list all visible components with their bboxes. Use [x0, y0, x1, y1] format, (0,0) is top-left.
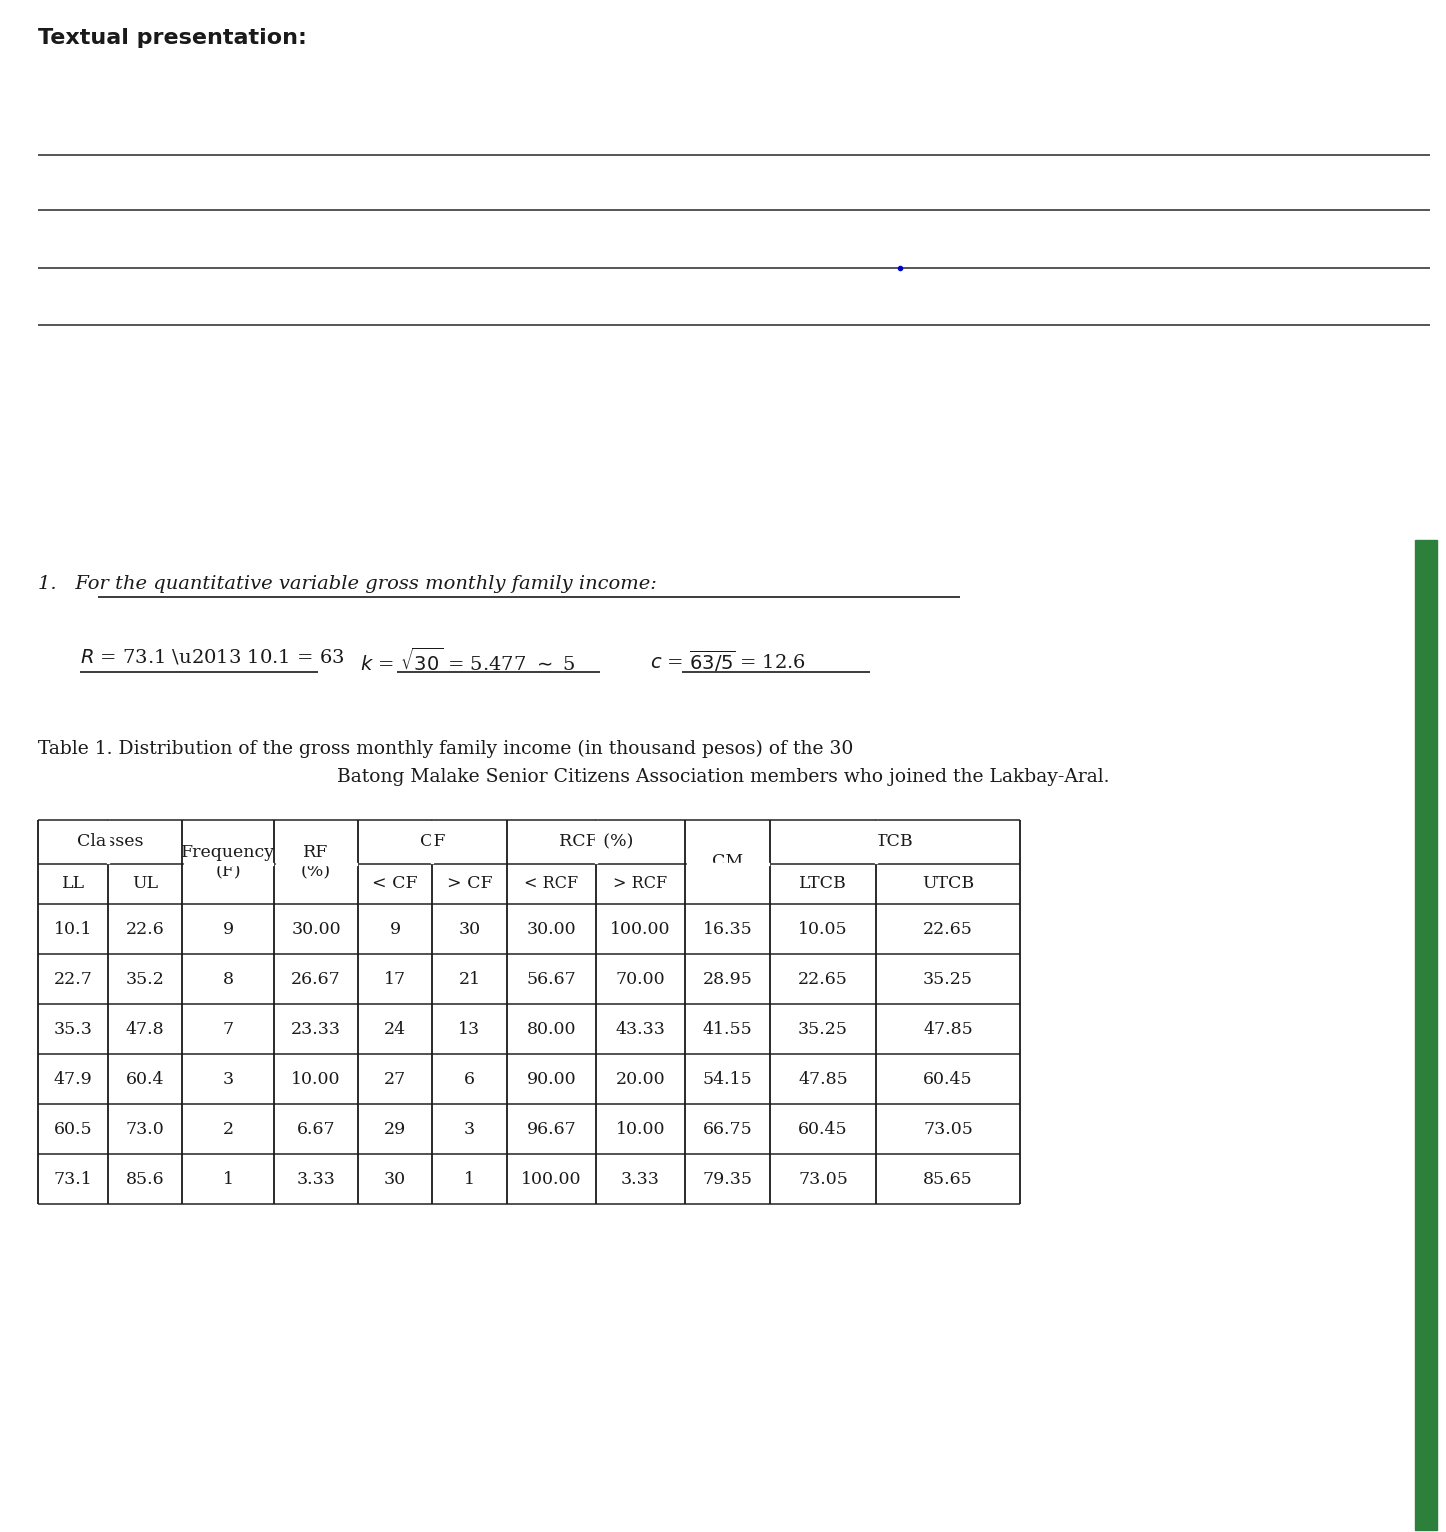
Text: 79.35: 79.35: [703, 1170, 752, 1187]
Text: $R$ = 73.1 \u2013 10.1 = 63: $R$ = 73.1 \u2013 10.1 = 63: [80, 648, 344, 666]
Text: $c$ = $\overline{63/5}$ = 12.6: $c$ = $\overline{63/5}$ = 12.6: [651, 648, 805, 674]
Text: CF: CF: [419, 833, 445, 850]
Text: CM: CM: [711, 853, 743, 870]
Text: 30: 30: [458, 921, 480, 938]
Text: 16.35: 16.35: [703, 921, 752, 938]
Text: 28.95: 28.95: [703, 970, 752, 988]
Text: 73.05: 73.05: [798, 1170, 847, 1187]
Text: 1: 1: [464, 1170, 474, 1187]
Text: 1.   For the quantitative variable gross monthly family income:: 1. For the quantitative variable gross m…: [38, 574, 656, 593]
Text: 2: 2: [223, 1120, 234, 1137]
Text: > CF: > CF: [447, 875, 492, 893]
Text: 13: 13: [458, 1020, 480, 1037]
Text: 30.00: 30.00: [291, 921, 341, 938]
Text: 100.00: 100.00: [521, 1170, 581, 1187]
Text: 35.3: 35.3: [54, 1020, 93, 1037]
Text: 6: 6: [464, 1071, 474, 1088]
Text: 30: 30: [385, 1170, 406, 1187]
Text: 22.65: 22.65: [798, 970, 847, 988]
Text: RF
(%): RF (%): [301, 844, 331, 881]
Text: 10.00: 10.00: [291, 1071, 341, 1088]
Text: 22.65: 22.65: [923, 921, 973, 938]
Text: > RCF: > RCF: [613, 875, 668, 893]
Text: 60.45: 60.45: [798, 1120, 847, 1137]
Text: 47.8: 47.8: [126, 1020, 165, 1037]
Text: 35.25: 35.25: [798, 1020, 847, 1037]
Text: 26.67: 26.67: [291, 970, 341, 988]
Text: 10.1: 10.1: [54, 921, 93, 938]
Text: 9: 9: [389, 921, 401, 938]
Text: Batong Malake Senior Citizens Association members who joined the Lakbay-Aral.: Batong Malake Senior Citizens Associatio…: [337, 768, 1109, 786]
Text: 73.0: 73.0: [126, 1120, 165, 1137]
Text: 41.55: 41.55: [703, 1020, 752, 1037]
Text: Table 1. Distribution of the gross monthly family income (in thousand pesos) of : Table 1. Distribution of the gross month…: [38, 740, 853, 758]
Text: 85.65: 85.65: [923, 1170, 973, 1187]
Text: 60.45: 60.45: [923, 1071, 973, 1088]
Text: TCB: TCB: [876, 833, 914, 850]
Text: 100.00: 100.00: [610, 921, 671, 938]
Text: 90.00: 90.00: [526, 1071, 577, 1088]
Text: $k$ = $\sqrt{30}$ = 5.477 $\sim$ 5: $k$ = $\sqrt{30}$ = 5.477 $\sim$ 5: [360, 648, 576, 676]
Text: 60.5: 60.5: [54, 1120, 93, 1137]
Text: 73.1: 73.1: [54, 1170, 93, 1187]
Text: Textual presentation:: Textual presentation:: [38, 28, 307, 47]
Text: UTCB: UTCB: [923, 875, 975, 893]
Text: 30.00: 30.00: [526, 921, 577, 938]
Text: 60.4: 60.4: [126, 1071, 165, 1088]
Text: 17: 17: [385, 970, 406, 988]
Text: 80.00: 80.00: [526, 1020, 577, 1037]
Text: 43.33: 43.33: [616, 1020, 665, 1037]
Text: Classes: Classes: [77, 833, 143, 850]
Text: 3: 3: [223, 1071, 234, 1088]
Text: 56.67: 56.67: [526, 970, 577, 988]
Text: 3.33: 3.33: [296, 1170, 335, 1187]
Bar: [1416, 539, 1437, 1530]
Text: 8: 8: [223, 970, 233, 988]
Text: 73.05: 73.05: [923, 1120, 973, 1137]
Text: 22.7: 22.7: [54, 970, 93, 988]
Text: < RCF: < RCF: [525, 875, 578, 893]
Text: 10.00: 10.00: [616, 1120, 665, 1137]
Text: 96.67: 96.67: [526, 1120, 577, 1137]
Text: 6.67: 6.67: [296, 1120, 335, 1137]
Text: 24: 24: [385, 1020, 406, 1037]
Text: 27: 27: [383, 1071, 406, 1088]
Text: 21: 21: [458, 970, 480, 988]
Text: 47.85: 47.85: [923, 1020, 973, 1037]
Text: LL: LL: [62, 875, 84, 893]
Text: RCF (%): RCF (%): [558, 833, 633, 850]
Text: < CF: < CF: [372, 875, 418, 893]
Text: 85.6: 85.6: [126, 1170, 165, 1187]
Text: UL: UL: [132, 875, 158, 893]
Text: 9: 9: [223, 921, 234, 938]
Text: 20.00: 20.00: [616, 1071, 665, 1088]
Text: 35.2: 35.2: [126, 970, 165, 988]
Text: 3.33: 3.33: [622, 1170, 659, 1187]
Text: 47.9: 47.9: [54, 1071, 93, 1088]
Text: LTCB: LTCB: [800, 875, 847, 893]
Text: 35.25: 35.25: [923, 970, 973, 988]
Text: 1: 1: [223, 1170, 233, 1187]
Text: 10.05: 10.05: [798, 921, 847, 938]
Text: 22.6: 22.6: [126, 921, 165, 938]
Text: 66.75: 66.75: [703, 1120, 752, 1137]
Text: 47.85: 47.85: [798, 1071, 847, 1088]
Text: 54.15: 54.15: [703, 1071, 752, 1088]
Text: 29: 29: [383, 1120, 406, 1137]
Text: 70.00: 70.00: [616, 970, 665, 988]
Text: 3: 3: [464, 1120, 476, 1137]
Text: 23.33: 23.33: [291, 1020, 341, 1037]
Text: 7: 7: [223, 1020, 234, 1037]
Text: Frequency
(F): Frequency (F): [181, 844, 275, 881]
